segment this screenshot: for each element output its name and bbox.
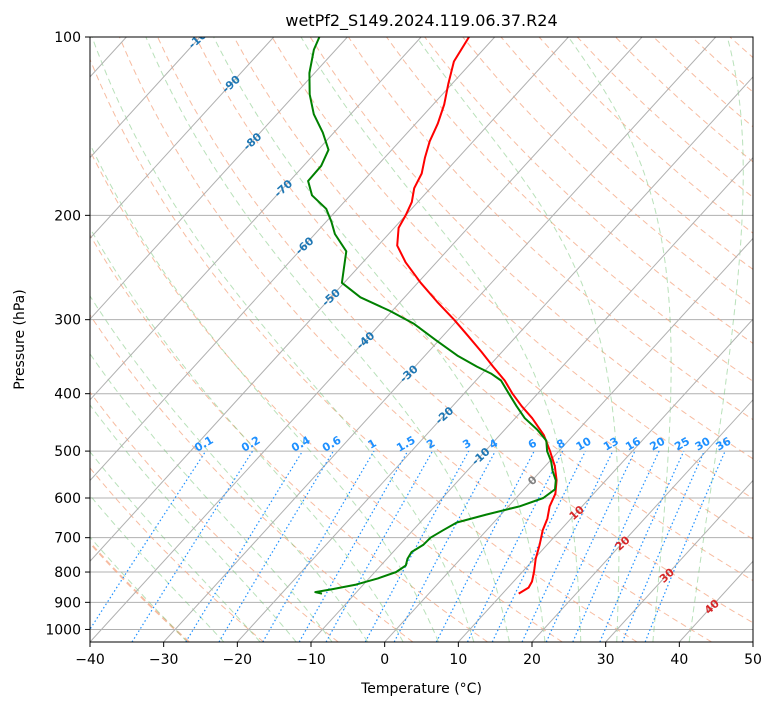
plot-frame [89,36,754,643]
x-tick-label: −30 [149,652,179,668]
isotherm-line [90,37,201,159]
isotherm-line [457,318,753,642]
dry-adiabat [90,149,563,642]
isotherm-line [531,399,753,642]
isotherm-line [310,156,753,642]
moist-adiabat [213,37,546,642]
moist-adiabat [90,450,261,642]
mixing-ratio-line [393,450,496,642]
y-tick-label: 800 [54,565,81,581]
y-tick-label: 900 [54,595,81,611]
isotherm-line [90,37,275,240]
dry-adiabat [90,541,190,642]
dry-adiabat [386,37,753,382]
y-tick-label: 700 [54,531,81,547]
dry-adiabat [309,37,753,460]
dry-adiabat [90,467,264,642]
mixing-ratio-line [466,450,564,642]
mixing-ratio-line [90,450,207,631]
isotherm-line [236,76,753,642]
dry-adiabat [90,58,638,642]
moist-adiabat [90,295,369,642]
moist-adiabat [90,494,225,642]
moist-adiabat [90,142,439,642]
mixing-ratio-line [131,450,254,642]
moist-adiabat [90,404,297,642]
dry-adiabat [271,37,753,500]
dry-adiabat [90,234,488,642]
x-tick-label: −10 [296,652,326,668]
y-tick-label: 600 [54,491,81,507]
moist-adiabat [688,37,744,642]
dry-adiabat [347,37,753,421]
dry-adiabat [195,37,753,582]
moist-adiabat [90,536,188,642]
isotherm-line [90,37,643,642]
x-tick-label: 0 [380,652,389,668]
isotherm-line [90,37,569,563]
isotherm-line [384,237,753,642]
x-tick-label: 20 [523,652,541,668]
moist-adiabat [567,37,672,642]
mixing-ratio-line [325,450,434,642]
moist-adiabat [90,227,404,642]
moist-adiabat [145,37,510,642]
mixing-ratio-line [644,450,726,642]
mixing-ratio-line [572,450,660,642]
y-tick-label: 1000 [45,622,81,638]
x-axis-ticks: −40 −30 −20 −10 0 10 20 30 40 50 [75,642,762,668]
x-tick-label: 40 [670,652,688,668]
isotherm-line [90,37,348,320]
mixing-ratio-line [185,450,304,642]
isotherm-line [90,37,496,482]
x-axis-label: Temperature (°C) [360,681,482,697]
moist-adiabat [416,37,620,642]
y-axis-label: Pressure (hPa) [12,289,28,389]
y-tick-label: 500 [54,444,81,460]
x-tick-label: 10 [449,652,467,668]
mixing-ratio-lines [90,450,726,642]
y-tick-label: 400 [54,387,81,403]
moist-adiabat [91,37,475,642]
x-tick-label: 30 [597,652,615,668]
isotherms [90,37,753,642]
y-axis-ticks: 100 200 300 400 500 600 700 800 900 1000 [45,30,90,638]
dewpoint-profile-line [307,37,557,595]
isotherm-line [163,37,717,642]
x-tick-label: −20 [223,652,253,668]
isotherm-line [90,37,422,401]
temperature-profile-line [396,37,558,595]
y-tick-label: 100 [54,30,81,46]
y-tick-label: 300 [54,313,81,329]
mixing-ratio-line [621,450,705,642]
isotherm-line [605,479,753,642]
moist-adiabat [90,353,333,642]
mixing-ratio-line [599,450,685,642]
dry-adiabat [157,37,753,624]
x-tick-label: −40 [75,652,105,668]
y-tick-label: 200 [54,208,81,224]
chart-title: wetPf2_S149.2024.119.06.37.R24 [285,11,557,31]
x-tick-label: 50 [744,652,762,668]
sounding-profiles [307,37,558,595]
horizontal-grid [90,37,753,630]
